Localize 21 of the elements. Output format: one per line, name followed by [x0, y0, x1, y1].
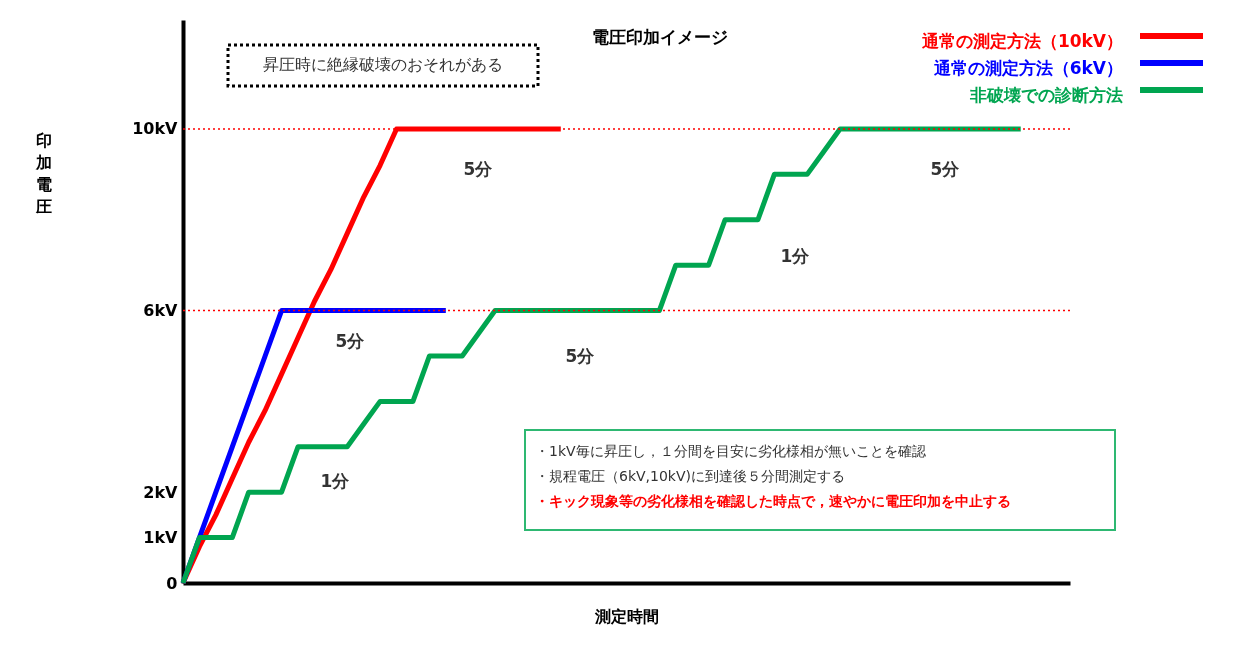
x-axis-title: 測定時間: [594, 606, 659, 626]
y-axis-title: 印加電圧: [35, 130, 53, 216]
y-tick-label: 0: [166, 573, 178, 593]
legend-label: 通常の測定方法（10kV）: [920, 31, 1123, 51]
annotation: 昇圧時に絶縁破壊のおそれがある: [263, 55, 503, 74]
annotation: ・規程電圧（6kV,10kV)に到達後５分間測定する: [535, 468, 846, 484]
annotation: 5分: [565, 346, 596, 366]
text: 電圧印加イメージ: [592, 27, 728, 47]
y-tick-label: 10kV: [132, 119, 179, 139]
y-tick-label: 2kV: [143, 482, 179, 502]
y-tick-label: 1kV: [143, 528, 179, 548]
annotation: 1分: [320, 471, 351, 491]
annotation: 5分: [930, 159, 961, 179]
annotation: 5分: [335, 331, 366, 351]
legend-label: 通常の測定方法（6kV）: [932, 58, 1123, 78]
annotation: 1分: [780, 246, 811, 266]
y-tick-label: 6kV: [143, 301, 179, 321]
annotation: ・キック現象等の劣化様相を確認した時点で，速やかに電圧印加を中止する: [535, 493, 1011, 509]
annotation: 5分: [463, 159, 494, 179]
legend-label: 非破壊での診断方法: [969, 85, 1123, 105]
annotation: ・1kV毎に昇圧し，１分間を目安に劣化様相が無いことを確認: [535, 443, 926, 459]
